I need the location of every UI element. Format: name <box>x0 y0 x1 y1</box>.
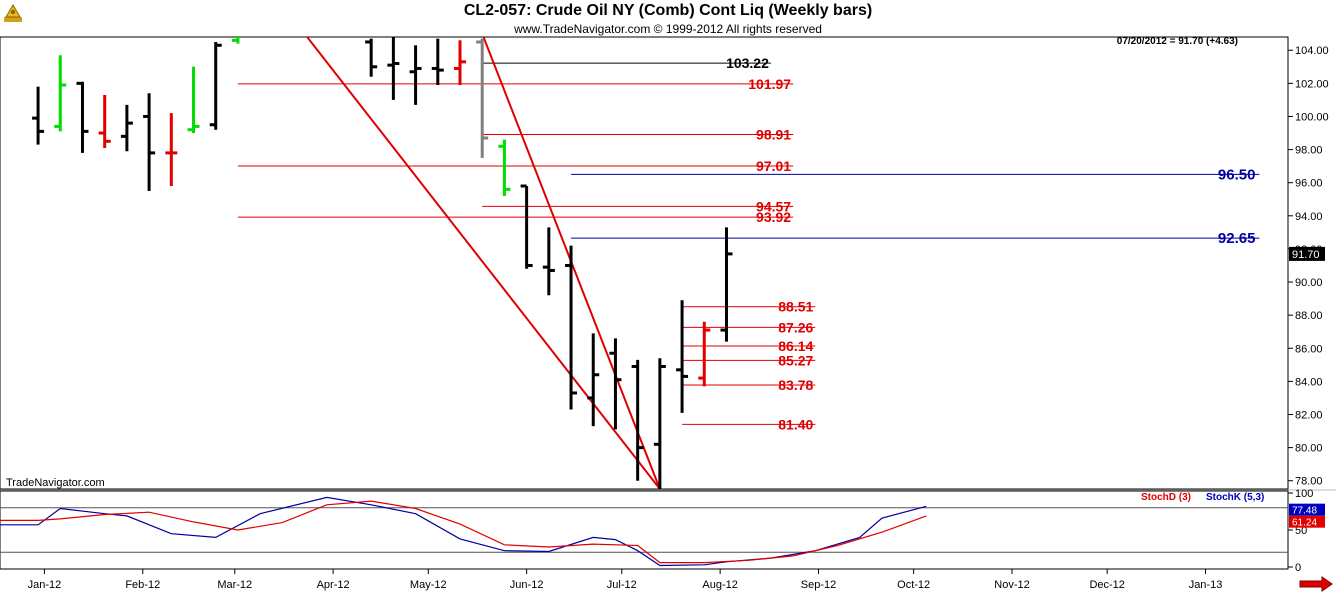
stochk-value: 77.48 <box>1292 506 1317 517</box>
price-bars <box>32 37 733 489</box>
y-tick-label: 98.00 <box>1295 145 1323 157</box>
price-panel-border <box>0 36 1289 490</box>
level-label: 85.27 <box>778 352 813 368</box>
price-bar <box>454 40 466 86</box>
y-tick-label: 86.00 <box>1295 343 1323 355</box>
y-tick-label: 80.00 <box>1295 443 1323 455</box>
x-tick-label: Apr-12 <box>317 579 350 591</box>
brand-watermark: TradeNavigator.com <box>6 477 105 489</box>
price-axis: 78.0080.0082.0084.0086.0088.0090.0092.00… <box>1288 45 1329 488</box>
x-tick-label: Feb-12 <box>125 579 160 591</box>
stochd-value-box <box>1289 515 1325 528</box>
level-label: 98.91 <box>756 127 791 143</box>
level-label: 103.22 <box>726 55 769 71</box>
last-price-box <box>1289 246 1325 261</box>
price-bar <box>631 359 644 481</box>
trade-navigator-logo-icon <box>4 4 22 22</box>
price-bar <box>609 338 622 430</box>
price-bar <box>542 227 555 296</box>
y-tick-label: 100.00 <box>1295 111 1329 123</box>
stochastic-panel-border <box>0 490 1289 570</box>
price-bar <box>409 45 422 105</box>
stoch-tick-label: 50 <box>1295 525 1307 537</box>
level-label: 87.26 <box>778 319 813 335</box>
stochd-line <box>0 500 927 564</box>
fibonacci-levels <box>237 62 1260 425</box>
price-bar <box>565 245 578 410</box>
price-bar <box>520 184 533 269</box>
x-tick-label: May-12 <box>410 579 447 591</box>
x-tick-label: Aug-12 <box>702 579 737 591</box>
level-label: 93.92 <box>756 209 791 225</box>
price-bar <box>76 81 89 153</box>
y-tick-label: 90.00 <box>1295 277 1323 289</box>
price-bar <box>431 38 444 86</box>
price-bar <box>720 227 733 342</box>
y-tick-label: 84.00 <box>1295 376 1323 388</box>
last-price-label: 91.70 <box>1292 249 1320 261</box>
x-tick-label: Jun-12 <box>510 579 544 591</box>
x-tick-label: Mar-12 <box>217 579 252 591</box>
y-tick-label: 102.00 <box>1295 78 1329 90</box>
price-bar <box>365 38 378 77</box>
level-label: 86.14 <box>778 338 813 354</box>
stochd-value: 61.24 <box>1292 518 1317 529</box>
x-tick-label: Nov-12 <box>994 579 1029 591</box>
price-bar <box>676 300 689 413</box>
level-label: 81.40 <box>778 416 813 432</box>
y-tick-label: 78.00 <box>1295 476 1323 488</box>
trendline <box>305 37 661 489</box>
price-bar <box>231 37 240 44</box>
x-tick-label: Sep-12 <box>801 579 836 591</box>
scroll-right-arrow-icon[interactable] <box>1298 576 1334 592</box>
level-label: 97.01 <box>756 158 791 174</box>
stoch-tick-label: 0 <box>1295 562 1301 574</box>
price-bar <box>209 41 222 130</box>
x-tick-label: Dec-12 <box>1089 579 1124 591</box>
level-label: 101.97 <box>748 76 791 92</box>
stochd-legend: StochD (3) <box>1141 492 1191 503</box>
price-bar <box>653 358 666 489</box>
stochk-legend: StochK (5,3) <box>1206 492 1265 503</box>
y-tick-label: 104.00 <box>1295 45 1329 57</box>
level-label: 88.51 <box>778 299 813 315</box>
price-bar <box>98 94 111 148</box>
x-tick-label: Oct-12 <box>897 579 930 591</box>
price-bar <box>187 66 200 134</box>
level-label: 94.57 <box>756 198 791 214</box>
y-tick-label: 82.00 <box>1295 409 1323 421</box>
price-bar <box>387 37 400 100</box>
level-label: 83.78 <box>778 377 813 393</box>
x-tick-label: Jan-13 <box>1189 579 1223 591</box>
price-bar <box>32 86 45 145</box>
level-label: 92.65 <box>1218 230 1256 247</box>
stochk-value-box <box>1289 503 1325 516</box>
price-bar <box>165 113 178 187</box>
last-price-info: 07/20/2012 = 91.70 (+4.63) <box>1116 36 1238 47</box>
level-label: 96.50 <box>1218 166 1256 183</box>
chart-title: CL2-057: Crude Oil NY (Comb) Cont Liq (W… <box>463 2 873 19</box>
price-bar <box>120 104 133 152</box>
price-bar <box>143 93 156 191</box>
price-panel <box>0 36 1336 570</box>
price-bar <box>587 333 600 427</box>
price-bar <box>498 139 511 196</box>
copyright-notice: www.TradeNavigator.com © 1999-2012 All r… <box>514 22 822 36</box>
x-tick-label: Jul-12 <box>607 579 637 591</box>
date-axis: Jan-12 Feb-12 Mar-12 Apr-12 May-12 Jun-12 Jul-… <box>28 569 1223 591</box>
stoch-tick-label: 100 <box>1295 488 1313 500</box>
y-tick-label: 96.00 <box>1295 178 1323 190</box>
y-tick-label: 94.00 <box>1295 211 1323 223</box>
x-tick-label: Jan-12 <box>28 579 62 591</box>
price-bar <box>698 321 711 387</box>
y-tick-label: 88.00 <box>1295 310 1323 322</box>
price-bar <box>54 55 67 132</box>
price-bar <box>476 38 489 158</box>
